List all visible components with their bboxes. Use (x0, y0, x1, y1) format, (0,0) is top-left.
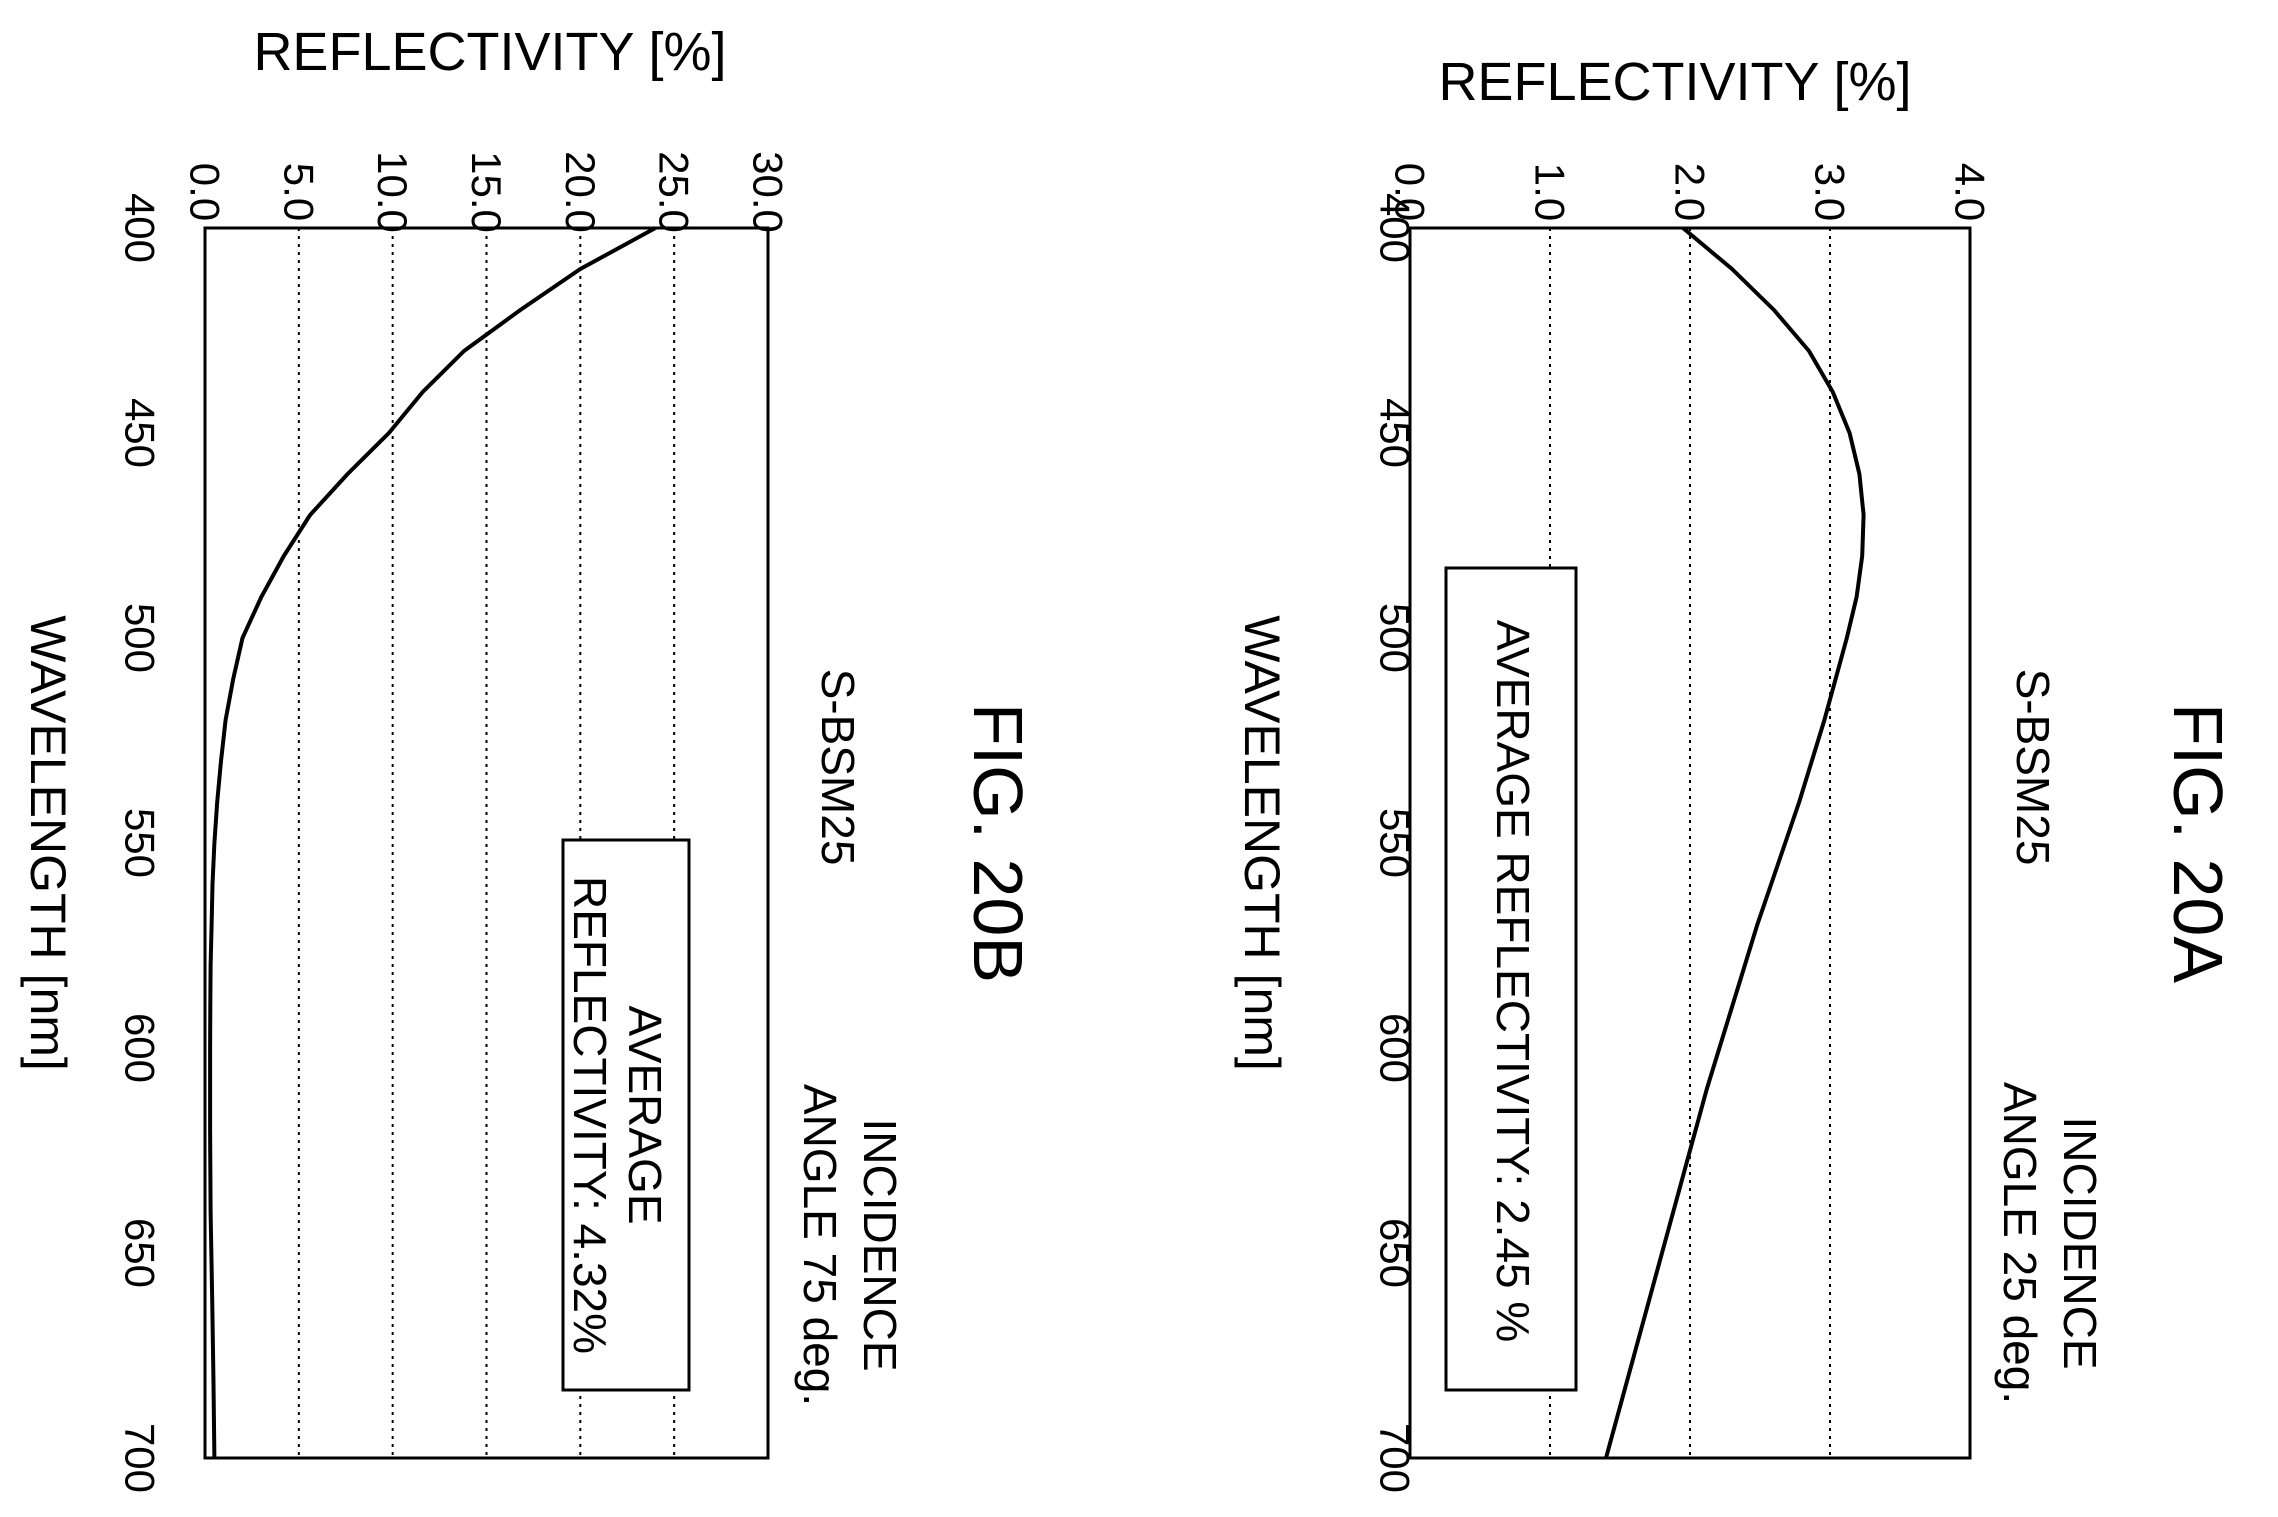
x-axis-title: WAVELENGTH [nm] (20, 615, 76, 1071)
y-tick-label: 3.0 (1807, 163, 1854, 221)
x-tick-label: 550 (1372, 808, 1419, 878)
average-reflectivity-box (1444, 566, 1578, 1392)
y-tick-label: 5.0 (275, 163, 322, 221)
average-reflectivity-box (561, 838, 691, 1392)
y-tick-label: 30.0 (745, 151, 792, 233)
average-reflectivity-text: REFLECTIVITY: 4.32% (564, 876, 616, 1354)
reflectivity-curve (1604, 226, 1866, 1459)
x-tick-label: 650 (1372, 1218, 1419, 1288)
y-tick-label: 1.0 (1527, 163, 1574, 221)
x-tick-label: 600 (117, 1013, 164, 1083)
x-tick-label: 600 (1372, 1013, 1419, 1083)
x-tick-label: 500 (1372, 603, 1419, 673)
y-tick-label: 0.0 (1387, 163, 1434, 221)
incidence-angle-label: ANGLE 75 deg. (794, 1084, 846, 1406)
y-axis-title: REFLECTIVITY [%] (253, 22, 726, 82)
incidence-angle-label: INCIDENCE (854, 1118, 906, 1371)
chart-fig-20b: 0.0 5.0 10.0 15.0 20.0 25.0 30.0 400 450 500 550 60… (20, 22, 1037, 1493)
x-tick-label: 400 (117, 193, 164, 263)
chart-fig-20a: 0.0 1.0 2.0 3.0 4.0 400 450 500 550 600 650 700 REFL… (1234, 52, 2237, 1493)
figure-label: FIG. 20B (959, 703, 1037, 983)
material-label: S-BSM25 (812, 669, 864, 866)
x-axis-title: WAVELENGTH [nm] (1234, 615, 1290, 1071)
plot-frame (203, 226, 770, 1460)
y-axis-title: REFLECTIVITY [%] (1438, 52, 1911, 112)
incidence-angle-label: INCIDENCE (2054, 1116, 2106, 1369)
x-tick-label: 400 (1372, 193, 1419, 263)
average-reflectivity-text: AVERAGE REFLECTIVITY: 2.45 % (1487, 620, 1539, 1343)
incidence-angle-label: ANGLE 25 deg. (1994, 1082, 2046, 1404)
y-tick-label: 25.0 (651, 151, 698, 233)
y-tick-label: 0.0 (182, 163, 229, 221)
plot-frame (1408, 226, 1972, 1460)
y-tick-label: 2.0 (1667, 163, 1714, 221)
x-tick-label: 550 (117, 808, 164, 878)
x-tick-label: 700 (1372, 1423, 1419, 1493)
x-tick-label: 500 (117, 603, 164, 673)
material-label: S-BSM25 (2007, 669, 2059, 866)
x-tick-label: 450 (1372, 398, 1419, 468)
x-tick-label: 700 (117, 1423, 164, 1493)
y-tick-label: 20.0 (557, 151, 604, 233)
figure-label: FIG. 20A (2159, 703, 2237, 983)
y-tick-label: 4.0 (1947, 163, 1994, 221)
x-tick-label: 650 (117, 1218, 164, 1288)
reflectivity-curve (208, 226, 657, 1459)
x-tick-label: 450 (117, 398, 164, 468)
y-tick-label: 10.0 (369, 151, 416, 233)
average-reflectivity-text: AVERAGE (619, 1006, 671, 1225)
y-tick-label: 15.0 (463, 151, 510, 233)
